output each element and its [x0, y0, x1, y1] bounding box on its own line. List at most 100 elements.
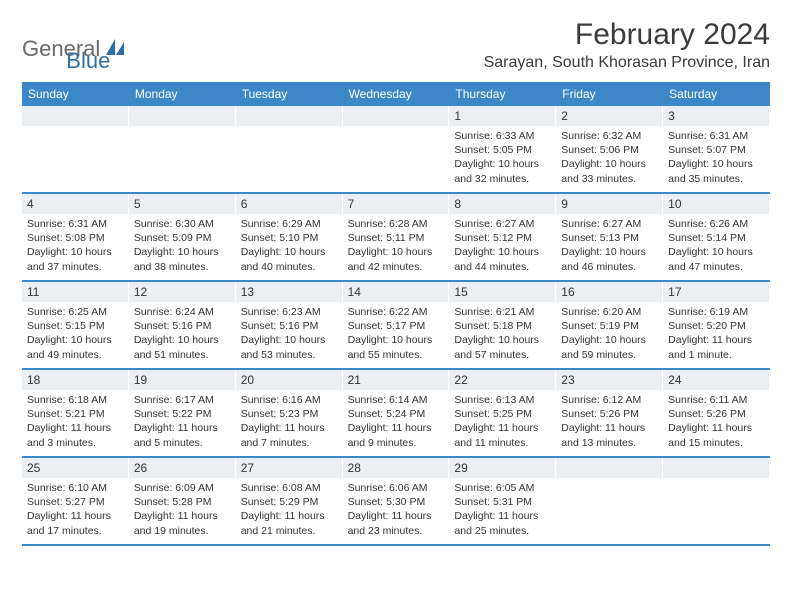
day-cell: 20Sunrise: 6:16 AMSunset: 5:23 PMDayligh… — [236, 370, 343, 456]
day-number: 12 — [129, 282, 235, 302]
sunset-text: Sunset: 5:27 PM — [27, 495, 123, 509]
sunrise-text: Sunrise: 6:27 AM — [561, 217, 657, 231]
daylight-text: Daylight: 10 hours and 42 minutes. — [348, 245, 444, 273]
day-number: 2 — [556, 106, 662, 126]
daylight-text: Daylight: 10 hours and 40 minutes. — [241, 245, 337, 273]
day-number: 26 — [129, 458, 235, 478]
page-title: February 2024 — [484, 18, 770, 52]
day-cell: 18Sunrise: 6:18 AMSunset: 5:21 PMDayligh… — [22, 370, 129, 456]
day-cell — [236, 106, 343, 192]
day-cell: 26Sunrise: 6:09 AMSunset: 5:28 PMDayligh… — [129, 458, 236, 544]
day-cell — [663, 458, 770, 544]
sunset-text: Sunset: 5:10 PM — [241, 231, 337, 245]
day-number: 23 — [556, 370, 662, 390]
day-cell — [343, 106, 450, 192]
day-cell: 8Sunrise: 6:27 AMSunset: 5:12 PMDaylight… — [449, 194, 556, 280]
daylight-text: Daylight: 10 hours and 47 minutes. — [668, 245, 764, 273]
day-number: 6 — [236, 194, 342, 214]
day-cell: 11Sunrise: 6:25 AMSunset: 5:15 PMDayligh… — [22, 282, 129, 368]
day-number: 7 — [343, 194, 449, 214]
day-cell: 5Sunrise: 6:30 AMSunset: 5:09 PMDaylight… — [129, 194, 236, 280]
day-number: 15 — [449, 282, 555, 302]
day-cell: 25Sunrise: 6:10 AMSunset: 5:27 PMDayligh… — [22, 458, 129, 544]
day-number: 18 — [22, 370, 128, 390]
day-number: 5 — [129, 194, 235, 214]
daylight-text: Daylight: 10 hours and 38 minutes. — [134, 245, 230, 273]
sunrise-text: Sunrise: 6:30 AM — [134, 217, 230, 231]
sunset-text: Sunset: 5:18 PM — [454, 319, 550, 333]
sunset-text: Sunset: 5:13 PM — [561, 231, 657, 245]
day-header: Wednesday — [343, 82, 450, 106]
day-cell: 22 Sunrise: 6:13 AMSunset: 5:25 PMDayligh… — [449, 370, 556, 456]
day-number: 22 — [449, 370, 555, 390]
day-cell — [556, 458, 663, 544]
day-cell: 13Sunrise: 6:23 AMSunset: 5:16 PMDayligh… — [236, 282, 343, 368]
sunset-text: Sunset: 5:08 PM — [27, 231, 123, 245]
daylight-text: Daylight: 10 hours and 49 minutes. — [27, 333, 123, 361]
daylight-text: Daylight: 11 hours and 1 minute. — [668, 333, 764, 361]
week-row: 1Sunrise: 6:33 AMSunset: 5:05 PMDaylight… — [22, 106, 770, 194]
week-row: 4Sunrise: 6:31 AMSunset: 5:08 PMDaylight… — [22, 194, 770, 282]
sunrise-text: Sunrise: 6:13 AM — [454, 393, 550, 407]
sunset-text: Sunset: 5:14 PM — [668, 231, 764, 245]
day-cell: 3Sunrise: 6:31 AMSunset: 5:07 PMDaylight… — [663, 106, 770, 192]
day-cell: 7Sunrise: 6:28 AMSunset: 5:11 PMDaylight… — [343, 194, 450, 280]
day-number: 25 — [22, 458, 128, 478]
sunrise-text: Sunrise: 6:25 AM — [27, 305, 123, 319]
day-header: Monday — [129, 82, 236, 106]
day-cell: 2Sunrise: 6:32 AMSunset: 5:06 PMDaylight… — [556, 106, 663, 192]
day-number: 14 — [343, 282, 449, 302]
day-number: 16 — [556, 282, 662, 302]
daylight-text: Daylight: 11 hours and 23 minutes. — [348, 509, 444, 537]
daylight-text: Daylight: 11 hours and 5 minutes. — [134, 421, 230, 449]
sunset-text: Sunset: 5:23 PM — [241, 407, 337, 421]
sunset-text: Sunset: 5:22 PM — [134, 407, 230, 421]
sunrise-text: Sunrise: 6:22 AM — [348, 305, 444, 319]
sunset-text: Sunset: 5:25 PM — [454, 407, 550, 421]
sunrise-text: Sunrise: 6:20 AM — [561, 305, 657, 319]
sunrise-text: Sunrise: 6:06 AM — [348, 481, 444, 495]
daylight-text: Daylight: 10 hours and 46 minutes. — [561, 245, 657, 273]
sunrise-text: Sunrise: 6:33 AM — [454, 129, 550, 143]
sunrise-text: Sunrise: 6:31 AM — [27, 217, 123, 231]
sunrise-text: Sunrise: 6:19 AM — [668, 305, 764, 319]
day-cell: 6Sunrise: 6:29 AMSunset: 5:10 PMDaylight… — [236, 194, 343, 280]
day-number: 21 — [343, 370, 449, 390]
daylight-text: Daylight: 10 hours and 33 minutes. — [561, 157, 657, 185]
daylight-text: Daylight: 10 hours and 53 minutes. — [241, 333, 337, 361]
logo-text-blue: Blue — [66, 48, 110, 74]
sunset-text: Sunset: 5:31 PM — [454, 495, 550, 509]
sunrise-text: Sunrise: 6:09 AM — [134, 481, 230, 495]
day-number: 8 — [449, 194, 555, 214]
location-text: Sarayan, South Khorasan Province, Iran — [484, 54, 770, 72]
day-number: 28 — [343, 458, 449, 478]
daylight-text: Daylight: 11 hours and 11 minutes. — [454, 421, 550, 449]
sunset-text: Sunset: 5:28 PM — [134, 495, 230, 509]
day-cell: 9Sunrise: 6:27 AMSunset: 5:13 PMDaylight… — [556, 194, 663, 280]
day-number: 3 — [663, 106, 769, 126]
day-number: 17 — [663, 282, 769, 302]
daylight-text: Daylight: 11 hours and 21 minutes. — [241, 509, 337, 537]
day-cell: 12Sunrise: 6:24 AMSunset: 5:16 PMDayligh… — [129, 282, 236, 368]
daylight-text: Daylight: 11 hours and 3 minutes. — [27, 421, 123, 449]
day-cell: 10Sunrise: 6:26 AMSunset: 5:14 PMDayligh… — [663, 194, 770, 280]
daylight-text: Daylight: 10 hours and 55 minutes. — [348, 333, 444, 361]
day-number — [343, 106, 449, 126]
day-number: 19 — [129, 370, 235, 390]
day-cell — [22, 106, 129, 192]
sunrise-text: Sunrise: 6:23 AM — [241, 305, 337, 319]
sunrise-text: Sunrise: 6:10 AM — [27, 481, 123, 495]
sunset-text: Sunset: 5:16 PM — [134, 319, 230, 333]
day-cell: 15Sunrise: 6:21 AMSunset: 5:18 PMDayligh… — [449, 282, 556, 368]
daylight-text: Daylight: 10 hours and 44 minutes. — [454, 245, 550, 273]
sunset-text: Sunset: 5:24 PM — [348, 407, 444, 421]
daylight-text: Daylight: 11 hours and 15 minutes. — [668, 421, 764, 449]
sunset-text: Sunset: 5:17 PM — [348, 319, 444, 333]
day-number: 13 — [236, 282, 342, 302]
sunrise-text: Sunrise: 6:05 AM — [454, 481, 550, 495]
daylight-text: Daylight: 10 hours and 35 minutes. — [668, 157, 764, 185]
sunrise-text: Sunrise: 6:31 AM — [668, 129, 764, 143]
sunrise-text: Sunrise: 6:24 AM — [134, 305, 230, 319]
week-row: 18Sunrise: 6:18 AMSunset: 5:21 PMDayligh… — [22, 370, 770, 458]
day-number: 27 — [236, 458, 342, 478]
